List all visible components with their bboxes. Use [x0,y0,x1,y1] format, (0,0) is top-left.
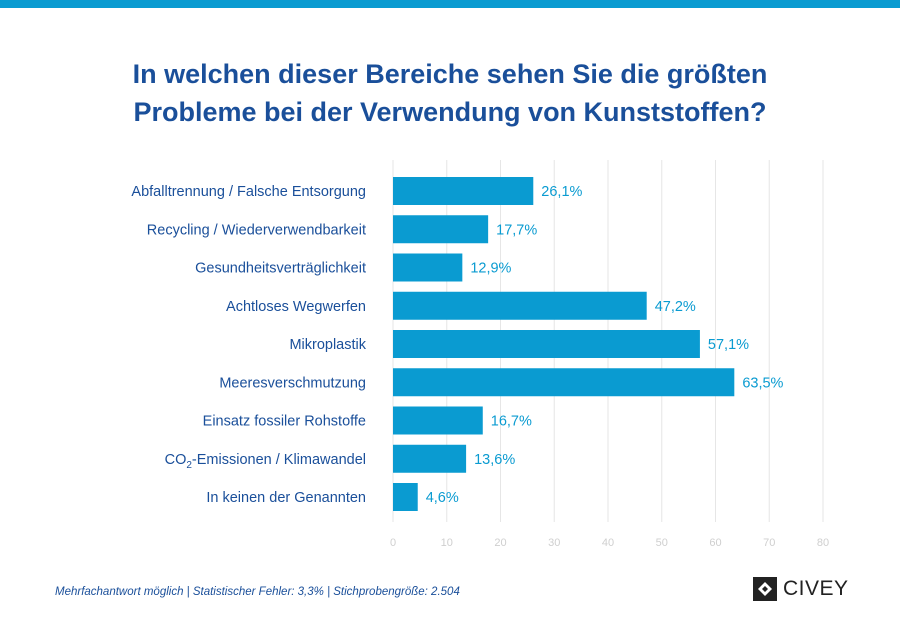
x-tick-label: 10 [441,537,453,549]
value-label: 17,7% [496,222,537,238]
x-tick-label: 70 [763,537,775,549]
value-label: 57,1% [708,337,749,353]
footnote: Mehrfachantwort möglich | Statistischer … [55,586,460,598]
category-label: CO2-Emissionen / Klimawandel [165,452,366,471]
bar [393,215,489,244]
bar [393,368,735,397]
category-label: Einsatz fossiler Rohstoffe [203,414,366,430]
bar [393,177,534,205]
category-label: Recycling / Wiederverwendbarkeit [147,222,366,238]
chart-title: In welchen dieser Bereiche sehen Sie die… [40,55,860,131]
category-label: Gesundheitsverträglichkeit [195,261,366,277]
value-label: 63,5% [742,375,783,391]
bar [393,483,418,511]
title-line-1: In welchen dieser Bereiche sehen Sie die… [132,59,768,89]
civey-logo: CIVEY [753,576,849,602]
x-tick-label: 0 [390,537,396,549]
top-accent-bar [0,0,900,8]
x-tick-label: 20 [494,537,506,549]
title-line-2: Probleme bei der Verwendung von Kunststo… [133,97,767,127]
bar [393,330,700,358]
value-label: 12,9% [470,261,511,277]
value-label: 26,1% [541,184,582,200]
category-label: In keinen der Genannten [206,490,366,506]
bar [393,253,463,282]
civey-logo-icon [753,577,777,601]
x-tick-label: 30 [548,537,560,549]
x-tick-label: 40 [602,537,614,549]
category-label: Abfalltrennung / Falsche Entsorgung [131,184,366,200]
category-label: Achtloses Wegwerfen [226,299,366,315]
value-label: 47,2% [655,299,696,315]
x-tick-label: 80 [817,537,829,549]
x-tick-label: 50 [656,537,668,549]
category-label: Mikroplastik [289,337,366,353]
value-label: 13,6% [474,452,515,468]
bar [393,406,483,435]
value-label: 16,7% [491,414,532,430]
brand-name: CIVEY [783,577,849,600]
bar [393,291,647,320]
bar [393,444,467,473]
value-label: 4,6% [426,490,459,506]
x-tick-label: 60 [709,537,721,549]
category-label: Meeresverschmutzung [219,375,366,391]
